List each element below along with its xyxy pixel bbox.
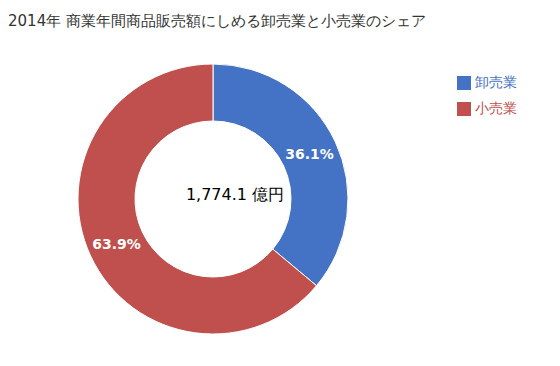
html-text:小売業: 小売業 [475, 100, 517, 116]
svg-text:1,774.1 億円: 1,774.1 億円 [186, 185, 284, 204]
svg-text:63.9%: 63.9% [92, 236, 141, 252]
html-text:卸売業: 卸売業 [475, 74, 517, 90]
svg-text:36.1%: 36.1% [285, 146, 334, 162]
html-text:2014年 商業年間商品販売額にしめる卸売業と小売業のシェア: 2014年 商業年間商品販売額にしめる卸売業と小売業のシェア [8, 12, 426, 30]
